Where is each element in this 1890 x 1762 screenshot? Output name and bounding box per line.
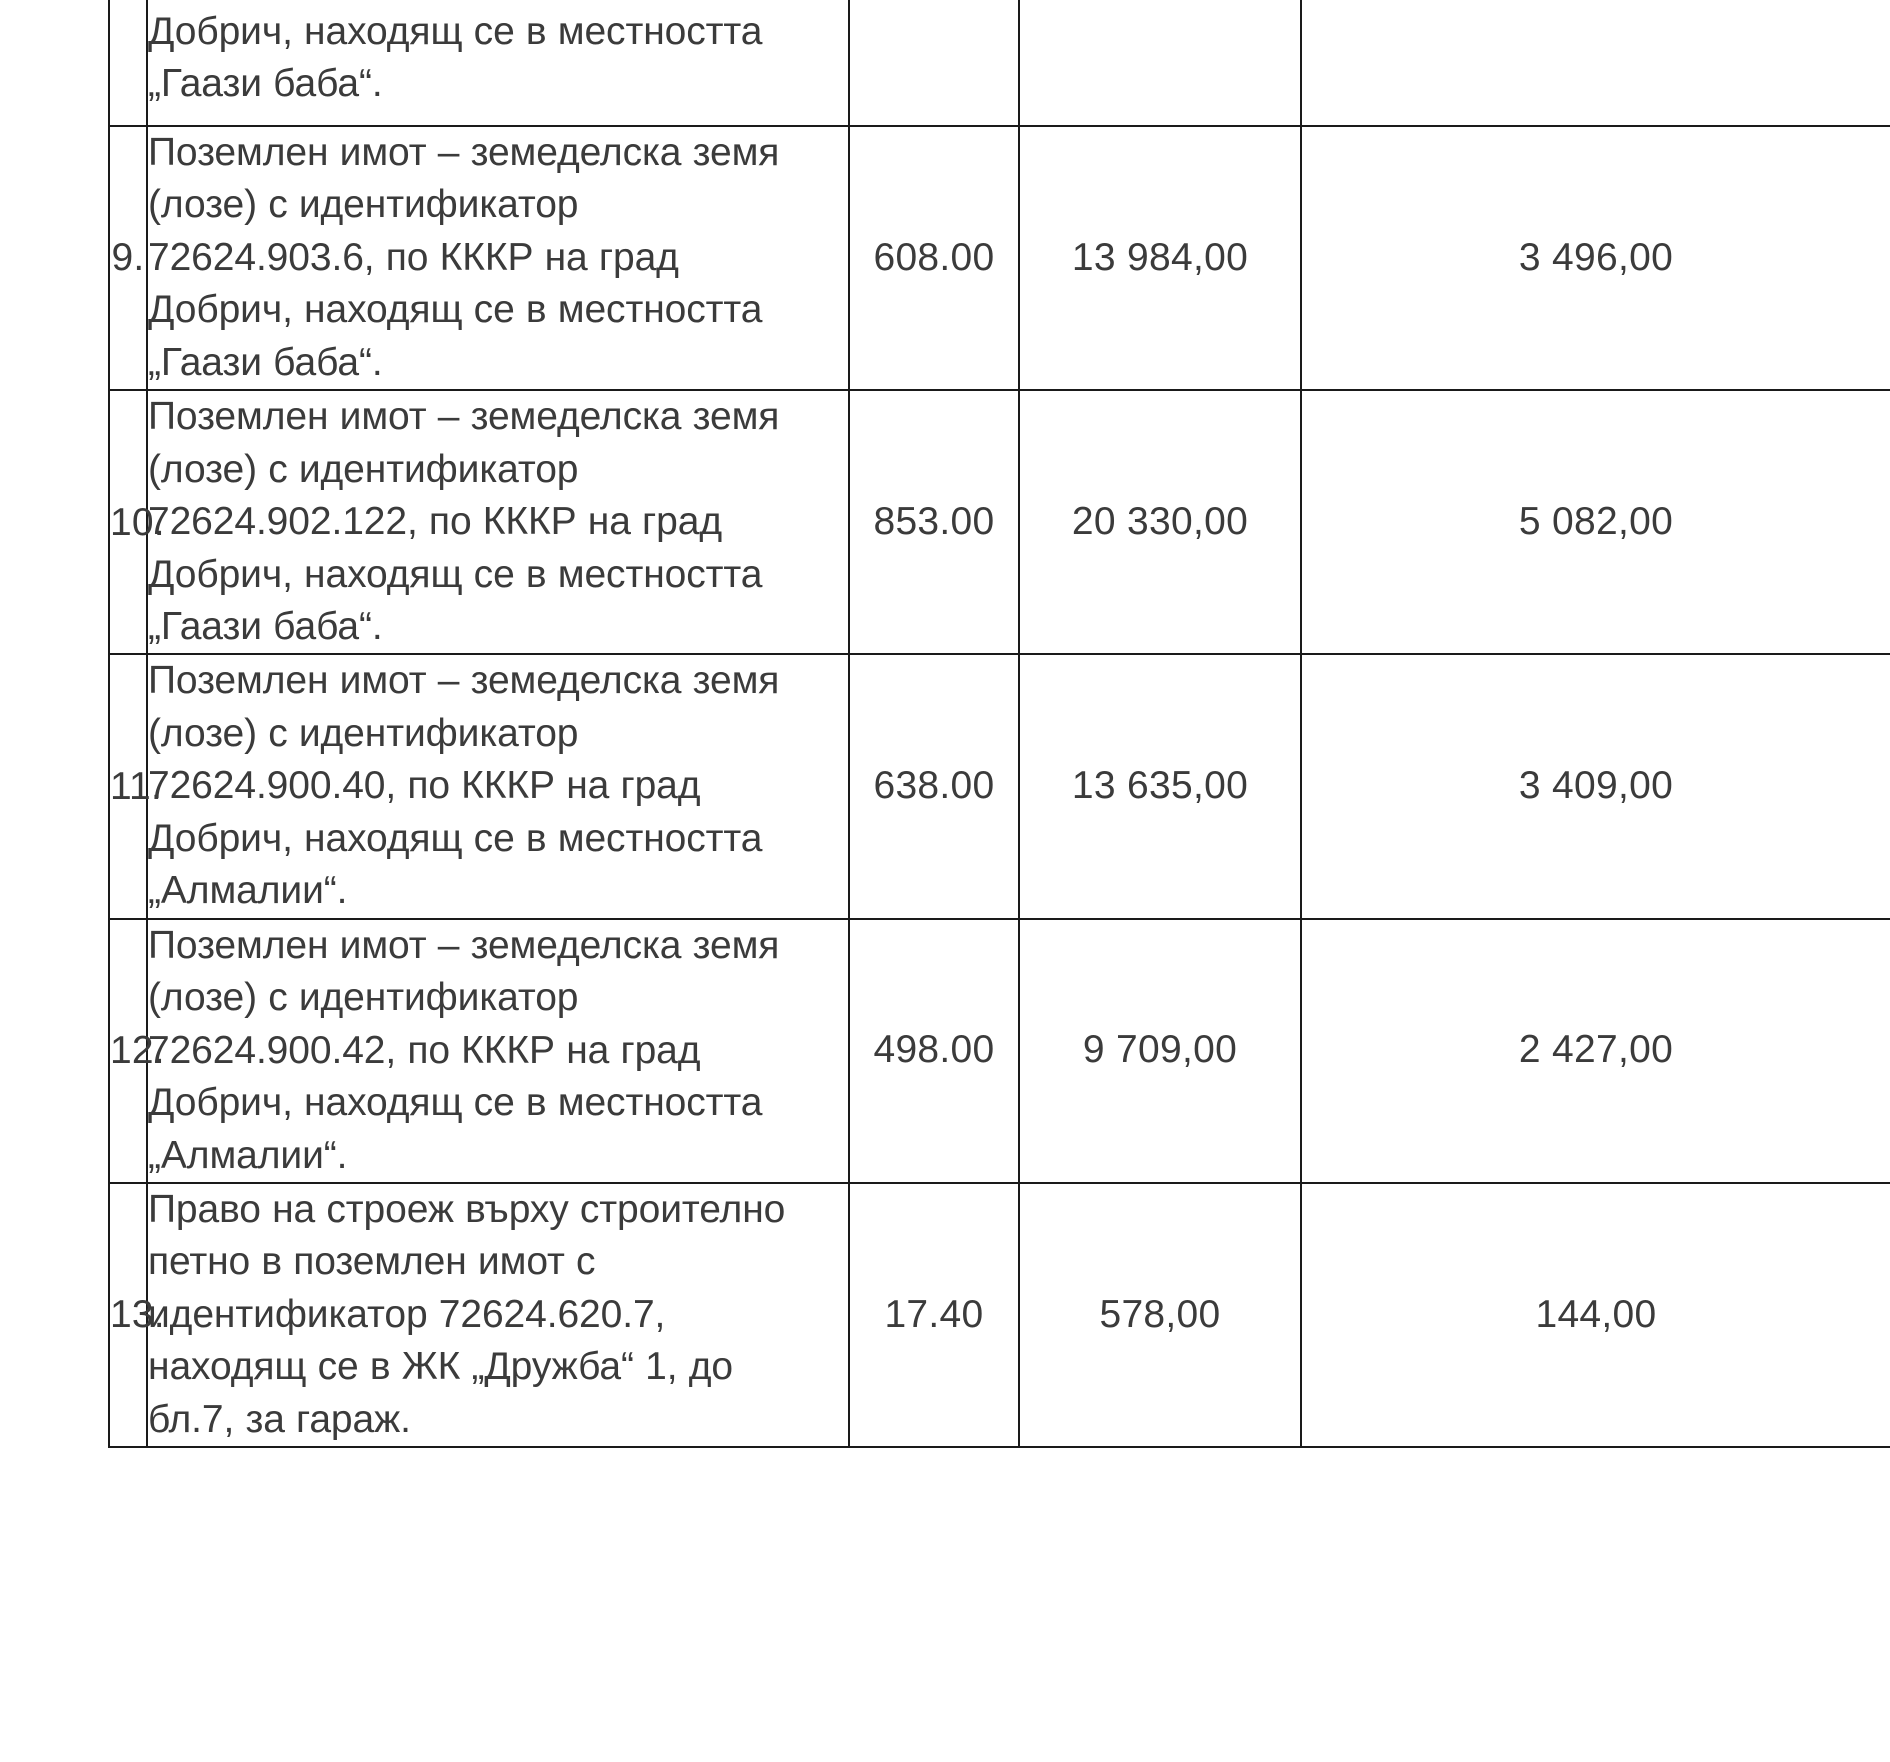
property-description-cell: Добрич, находящ се в местността „Гаази ба… bbox=[146, 0, 850, 127]
value-secondary-cell: 5 082,00 bbox=[1300, 389, 1890, 656]
property-table: Добрич, находящ се в местността „Гаази ба… bbox=[108, 0, 1890, 1449]
description-line: Право на строеж върху строително bbox=[148, 1187, 786, 1231]
area-cell: 853.00 bbox=[848, 389, 1020, 656]
row-index-cell: 12. bbox=[108, 917, 165, 1184]
table-row: 10. Поземлен имот – земеделска земя (лозе)… bbox=[108, 389, 1890, 656]
value-secondary-cell: 3 496,00 bbox=[1300, 124, 1890, 392]
row-index-cell bbox=[108, 0, 148, 127]
table-row: 9. Поземлен имот – земеделска земя (лозе) … bbox=[108, 124, 1890, 392]
description-line: „Гаази баба“. bbox=[148, 340, 383, 384]
value-primary-cell: 9 709,00 bbox=[1018, 917, 1302, 1184]
row-index-cell: 13. bbox=[108, 1181, 165, 1449]
value-primary-cell: 578,00 bbox=[1018, 1181, 1302, 1449]
table-row: 13. Право на строеж върху строително петно… bbox=[108, 1181, 1890, 1449]
description-line: Поземлен имот – земеделска земя bbox=[148, 923, 780, 967]
row-index-cell: 11. bbox=[108, 653, 162, 920]
description-line: (лозе) с идентификатор bbox=[148, 976, 579, 1020]
description-line: 72624.900.42, по КККР на град bbox=[148, 1028, 701, 1072]
property-description-cell: Поземлен имот – земеделска земя (лозе) с … bbox=[146, 389, 850, 656]
area-cell: 498.00 bbox=[848, 917, 1020, 1184]
property-description-cell: Право на строеж върху строително петно в … bbox=[146, 1181, 850, 1449]
description-line: „Алмалии“. bbox=[148, 869, 348, 913]
table-body: Добрич, находящ се в местността „Гаази ба… bbox=[108, 0, 1890, 1449]
description-line: 72624.903.6, по КККР на град bbox=[148, 235, 679, 279]
table-row: 12. Поземлен имот – земеделска земя (лозе)… bbox=[108, 917, 1890, 1184]
description-line: бл.7, за гараж. bbox=[148, 1397, 411, 1441]
area-cell bbox=[848, 0, 1020, 127]
description-line: Добрич, находящ се в местността bbox=[148, 816, 763, 860]
description-line: „Гаази баба“. bbox=[148, 62, 383, 106]
table-row: Добрич, находящ се в местността „Гаази ба… bbox=[108, 0, 1890, 127]
value-secondary-cell: 144,00 bbox=[1300, 1181, 1890, 1449]
description-line: петно в поземлен имот с bbox=[148, 1240, 596, 1284]
description-line: Добрич, находящ се в местността bbox=[148, 1081, 763, 1125]
area-cell: 638.00 bbox=[848, 653, 1020, 920]
value-secondary-cell: 2 427,00 bbox=[1300, 917, 1890, 1184]
description-line: Поземлен имот – земеделска земя bbox=[148, 395, 780, 439]
description-line: (лозе) с идентификатор bbox=[148, 183, 579, 227]
value-primary-cell: 20 330,00 bbox=[1018, 389, 1302, 656]
property-description-cell: Поземлен имот – земеделска земя (лозе) с … bbox=[146, 917, 850, 1184]
description-line: „Алмалии“. bbox=[148, 1133, 348, 1177]
table-row: 11. Поземлен имот – земеделска земя (лозе)… bbox=[108, 653, 1890, 920]
area-cell: 17.40 bbox=[848, 1181, 1020, 1449]
value-secondary-cell: 3 409,00 bbox=[1300, 653, 1890, 920]
description-line: (лозе) с идентификатор bbox=[148, 447, 579, 491]
description-line: (лозе) с идентификатор bbox=[148, 711, 579, 755]
description-line: идентификатор 72624.620.7, bbox=[148, 1292, 666, 1336]
value-primary-cell bbox=[1018, 0, 1302, 127]
row-index-cell: 9. bbox=[108, 124, 148, 392]
description-line: Добрич, находящ се в местността bbox=[148, 552, 763, 596]
property-description-cell: Поземлен имот – земеделска земя (лозе) с … bbox=[146, 124, 850, 392]
area-cell: 608.00 bbox=[848, 124, 1020, 392]
value-primary-cell: 13 984,00 bbox=[1018, 124, 1302, 392]
row-index-cell: 10. bbox=[108, 389, 165, 656]
description-line: Добрич, находящ се в местността bbox=[148, 288, 763, 332]
description-line: Добрич, находящ се в местността bbox=[148, 10, 763, 53]
description-line: Поземлен имот – земеделска земя bbox=[148, 659, 780, 703]
value-secondary-cell bbox=[1300, 0, 1890, 127]
description-line: Поземлен имот – земеделска земя bbox=[148, 130, 780, 174]
description-line: „Гаази баба“. bbox=[148, 604, 383, 648]
description-line: 72624.900.40, по КККР на град bbox=[148, 764, 701, 808]
value-primary-cell: 13 635,00 bbox=[1018, 653, 1302, 920]
property-description-cell: Поземлен имот – земеделска земя (лозе) с … bbox=[146, 653, 850, 920]
description-line: находящ се в ЖК „Дружба“ 1, до bbox=[148, 1345, 733, 1389]
description-line: 72624.902.122, по КККР на град bbox=[148, 500, 723, 544]
